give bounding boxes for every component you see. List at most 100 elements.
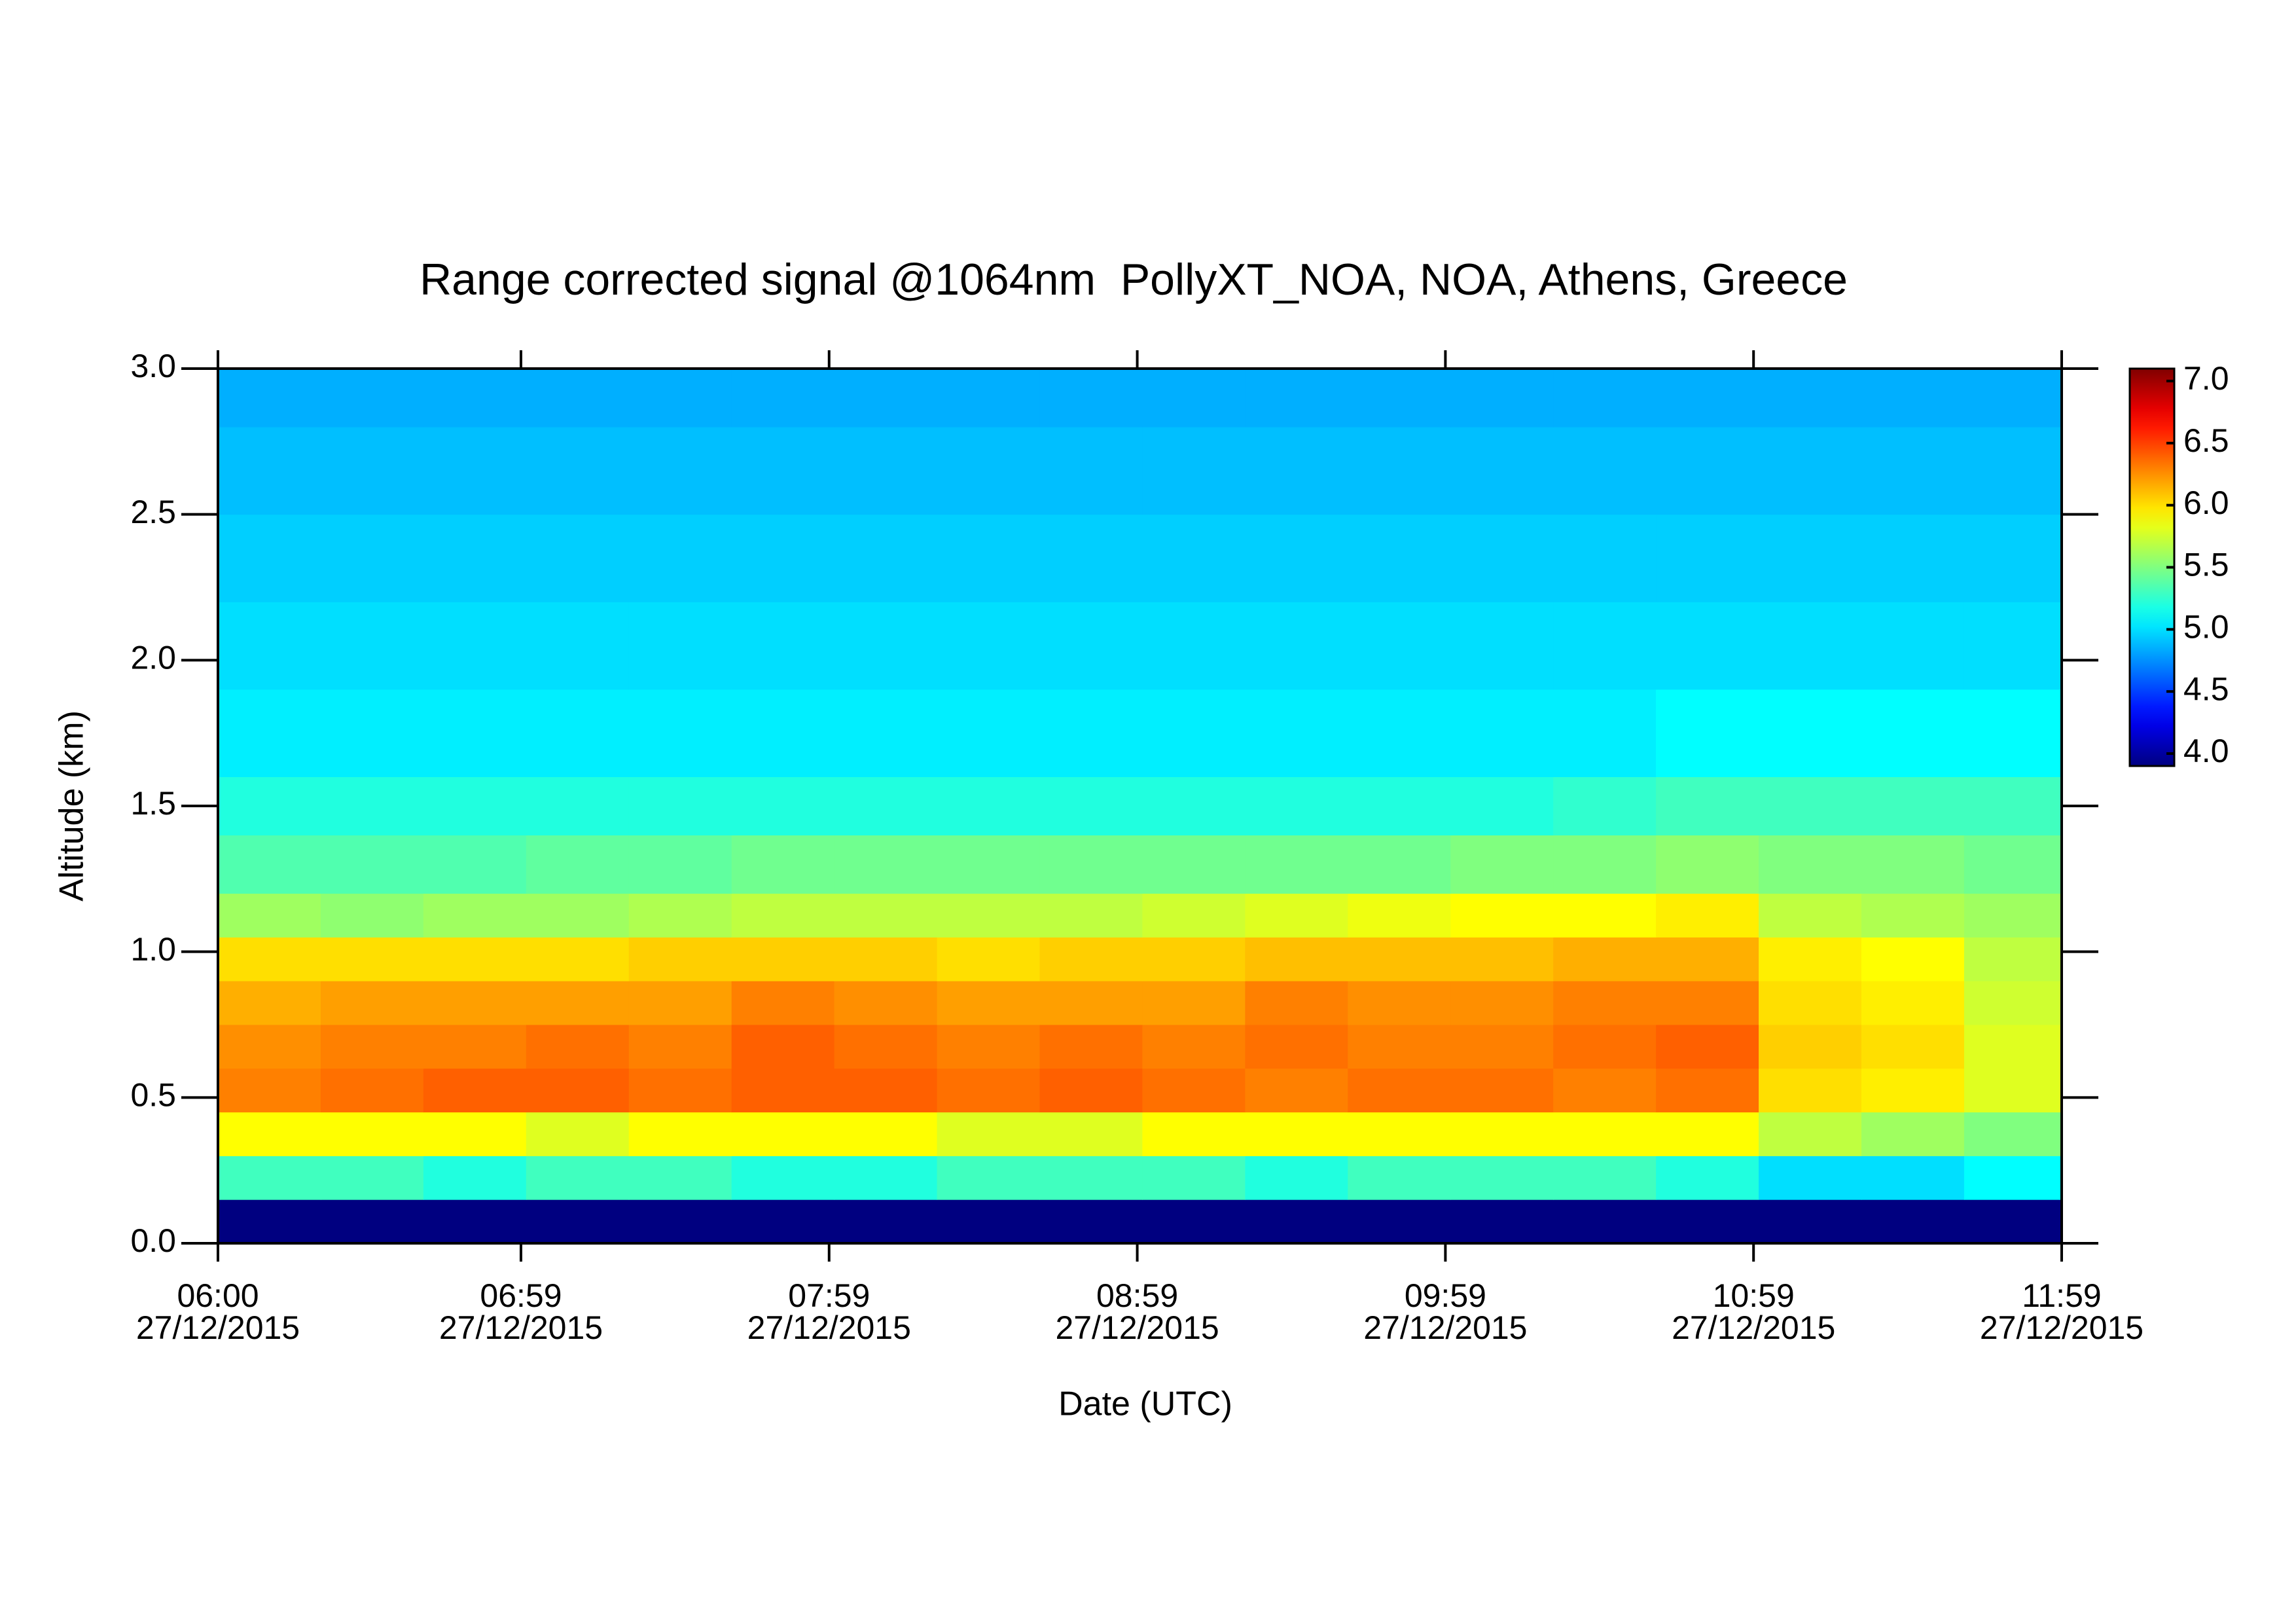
heat-cell (1964, 835, 2062, 894)
heat-cell (1039, 776, 1143, 836)
x-tick-date: 27/12/2015 (1055, 1309, 1219, 1346)
heat-cell (218, 981, 321, 1025)
heat-cell (526, 602, 630, 690)
heat-cell (1964, 602, 2062, 690)
heat-cell (834, 1156, 938, 1200)
heat-cell (1245, 776, 1348, 836)
heat-cell (1245, 981, 1348, 1025)
heat-cell (1861, 981, 1965, 1025)
heat-cell (731, 1112, 835, 1156)
heat-cell (1348, 981, 1451, 1025)
heat-cell (423, 1112, 527, 1156)
heat-cell (1861, 427, 1965, 515)
heat-cell (1348, 835, 1451, 894)
heat-cell (218, 369, 321, 428)
heat-cell (834, 981, 938, 1025)
heat-cell (731, 514, 835, 602)
heat-cell (218, 1112, 321, 1156)
heat-cell (628, 689, 732, 777)
x-tick-label: 06:59 (480, 1277, 562, 1314)
heat-cell (1450, 514, 1554, 602)
heat-cell (1142, 1068, 1246, 1113)
heat-cell (1964, 776, 2062, 836)
heat-cell (218, 1199, 321, 1244)
heat-cell (1964, 893, 2062, 938)
heat-cell (1039, 427, 1143, 515)
heat-cell (423, 1156, 527, 1200)
heat-cell (1964, 1156, 2062, 1200)
heat-cell (1142, 689, 1246, 777)
heat-cell (526, 1068, 630, 1113)
x-tick-date: 27/12/2015 (1363, 1309, 1527, 1346)
heat-cell (1142, 602, 1246, 690)
heat-cell (834, 835, 938, 894)
heat-cell (1348, 369, 1451, 428)
heat-cell (937, 1025, 1040, 1069)
heat-cell (937, 835, 1040, 894)
heat-cell (320, 427, 424, 515)
heat-cell (937, 1112, 1040, 1156)
heat-cell (526, 893, 630, 938)
x-tick-label: 07:59 (788, 1277, 870, 1314)
heat-cell (526, 427, 630, 515)
heat-cell (731, 1068, 835, 1113)
heat-cell (937, 602, 1040, 690)
heat-cell (1656, 1025, 1759, 1069)
heat-cell (1553, 1156, 1657, 1200)
heat-cell (423, 1025, 527, 1069)
heat-cell (1656, 689, 1759, 777)
heat-cell (526, 776, 630, 836)
heat-cell (320, 937, 424, 981)
heat-cell (1759, 1112, 1862, 1156)
heat-cell (1348, 602, 1451, 690)
y-tick-label: 1.5 (130, 785, 176, 822)
heat-cell (1964, 514, 2062, 602)
heat-cell (937, 1156, 1040, 1200)
x-tick-date: 27/12/2015 (1672, 1309, 1835, 1346)
heat-cell (423, 514, 527, 602)
heat-cell (1039, 981, 1143, 1025)
heat-cell (1553, 937, 1657, 981)
heat-cell (1656, 1156, 1759, 1200)
heat-cell (218, 776, 321, 836)
heat-cell (1656, 369, 1759, 428)
heat-cell (1656, 835, 1759, 894)
heat-cell (1450, 427, 1554, 515)
heat-cell (1450, 835, 1554, 894)
heat-cell (1656, 893, 1759, 938)
heat-cell (218, 1156, 321, 1200)
y-axis-label: Altitude (km) (53, 710, 91, 902)
heat-cell (1964, 369, 2062, 428)
heat-cell (1245, 514, 1348, 602)
heat-cell (834, 776, 938, 836)
heat-cell (834, 369, 938, 428)
heat-cell (1656, 427, 1759, 515)
heat-cell (1450, 1112, 1554, 1156)
heat-cell (1039, 602, 1143, 690)
heat-cell (1142, 514, 1246, 602)
heat-cell (834, 937, 938, 981)
heat-cell (1348, 1068, 1451, 1113)
heat-cell (1450, 369, 1554, 428)
heat-cell (937, 776, 1040, 836)
heat-cell (834, 893, 938, 938)
heat-cell (320, 893, 424, 938)
heat-cell (423, 981, 527, 1025)
heat-cell (1245, 1156, 1348, 1200)
heat-cell (1553, 893, 1657, 938)
heat-cell (218, 835, 321, 894)
heat-cell (1656, 602, 1759, 690)
heat-cell (320, 1112, 424, 1156)
heat-cell (834, 1199, 938, 1244)
heat-cell (1861, 689, 1965, 777)
heat-cell (731, 427, 835, 515)
heat-cell (1656, 1199, 1759, 1244)
heat-cell (731, 937, 835, 981)
heat-cell (320, 835, 424, 894)
heat-cell (1245, 1199, 1348, 1244)
heat-cell (526, 981, 630, 1025)
heat-cell (1142, 1112, 1246, 1156)
heat-cell (1142, 1156, 1246, 1200)
heat-cell (1861, 835, 1965, 894)
heat-cell (1656, 776, 1759, 836)
